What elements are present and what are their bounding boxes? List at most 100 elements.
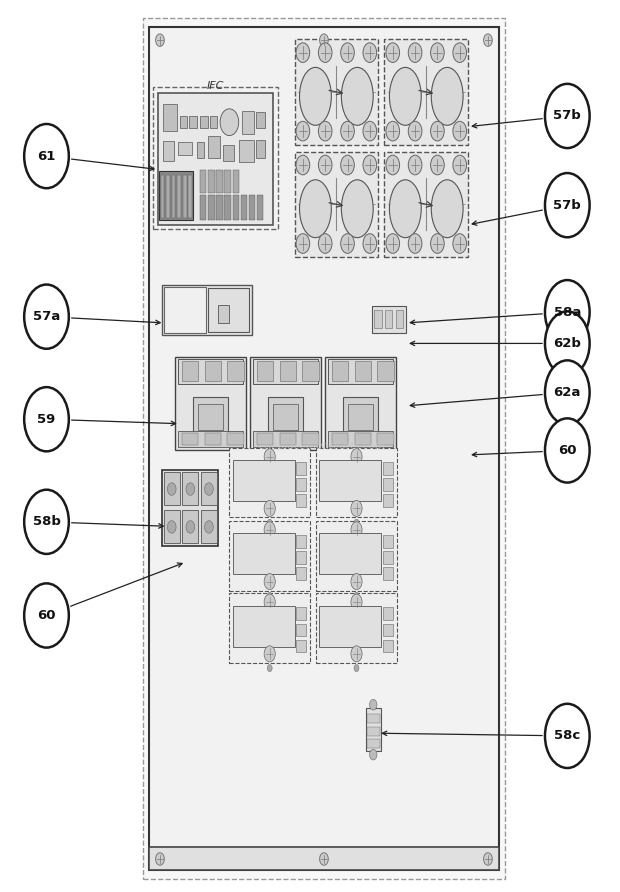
Bar xyxy=(348,403,373,430)
Bar xyxy=(175,357,246,450)
Circle shape xyxy=(186,521,195,533)
Bar xyxy=(332,433,348,445)
Circle shape xyxy=(24,124,69,188)
Circle shape xyxy=(341,43,355,62)
Bar xyxy=(182,472,198,505)
Circle shape xyxy=(430,234,444,253)
Bar xyxy=(257,361,273,381)
Circle shape xyxy=(363,121,377,141)
Bar xyxy=(367,727,380,736)
Bar xyxy=(162,470,218,546)
Bar xyxy=(216,195,223,220)
Bar xyxy=(374,310,382,328)
Circle shape xyxy=(24,387,69,451)
Bar xyxy=(280,361,296,381)
Text: eReplacementParts.com: eReplacementParts.com xyxy=(259,441,386,451)
Circle shape xyxy=(545,280,590,344)
Bar xyxy=(149,27,499,870)
Bar xyxy=(172,175,175,218)
Bar xyxy=(166,175,170,218)
Bar xyxy=(208,136,220,158)
Circle shape xyxy=(24,490,69,554)
Bar xyxy=(332,361,348,381)
Circle shape xyxy=(370,699,377,710)
Bar xyxy=(378,361,394,381)
Circle shape xyxy=(484,34,492,46)
Bar xyxy=(303,361,319,381)
Bar xyxy=(198,403,223,430)
Bar xyxy=(239,140,254,162)
Text: 58b: 58b xyxy=(33,516,60,528)
Circle shape xyxy=(453,121,466,141)
Bar xyxy=(183,175,187,218)
Circle shape xyxy=(386,121,399,141)
Bar xyxy=(256,140,265,158)
Ellipse shape xyxy=(299,68,331,125)
Circle shape xyxy=(24,285,69,349)
Bar xyxy=(182,361,198,381)
Circle shape xyxy=(453,43,466,62)
Bar xyxy=(383,494,393,507)
Circle shape xyxy=(267,592,272,599)
Circle shape xyxy=(264,594,275,610)
Bar xyxy=(383,607,393,620)
Circle shape xyxy=(205,483,213,495)
Circle shape xyxy=(363,234,377,253)
Ellipse shape xyxy=(389,68,421,125)
Bar xyxy=(161,175,164,218)
Bar xyxy=(228,433,244,445)
Bar xyxy=(189,116,197,128)
Circle shape xyxy=(296,121,310,141)
Circle shape xyxy=(167,521,176,533)
Circle shape xyxy=(351,522,362,538)
Text: 59: 59 xyxy=(37,413,56,425)
Bar xyxy=(205,433,221,445)
Bar xyxy=(232,170,239,193)
Text: 57b: 57b xyxy=(554,199,581,211)
Bar xyxy=(208,170,215,193)
Circle shape xyxy=(386,155,399,175)
Bar xyxy=(383,462,393,475)
Bar xyxy=(294,39,378,145)
Circle shape xyxy=(296,155,310,175)
Bar xyxy=(303,433,319,445)
Bar xyxy=(384,39,468,145)
Bar xyxy=(296,624,306,636)
Circle shape xyxy=(320,853,329,865)
Bar xyxy=(250,357,321,450)
Circle shape xyxy=(24,583,69,648)
Bar xyxy=(197,142,204,158)
Circle shape xyxy=(220,109,239,136)
Circle shape xyxy=(296,234,310,253)
Circle shape xyxy=(319,43,332,62)
Bar xyxy=(193,397,228,436)
Bar xyxy=(296,607,306,620)
Bar xyxy=(163,104,177,131)
Bar xyxy=(383,624,393,636)
Circle shape xyxy=(545,360,590,425)
Bar xyxy=(224,195,231,220)
Bar xyxy=(319,533,381,574)
Ellipse shape xyxy=(432,180,463,237)
Bar xyxy=(208,195,215,220)
Circle shape xyxy=(370,749,377,760)
Bar xyxy=(178,359,243,384)
Bar xyxy=(188,175,192,218)
Circle shape xyxy=(205,521,213,533)
Circle shape xyxy=(264,449,275,465)
Bar xyxy=(328,431,393,447)
Circle shape xyxy=(351,594,362,610)
Bar xyxy=(223,145,234,161)
Bar xyxy=(253,431,318,447)
Circle shape xyxy=(264,574,275,590)
Bar xyxy=(163,141,174,161)
Bar xyxy=(200,195,206,220)
Text: 61: 61 xyxy=(37,150,56,162)
Circle shape xyxy=(296,43,310,62)
Bar xyxy=(177,175,181,218)
Bar xyxy=(253,359,318,384)
Bar xyxy=(205,361,221,381)
Circle shape xyxy=(167,483,176,495)
Ellipse shape xyxy=(342,180,373,237)
Bar xyxy=(296,494,306,507)
